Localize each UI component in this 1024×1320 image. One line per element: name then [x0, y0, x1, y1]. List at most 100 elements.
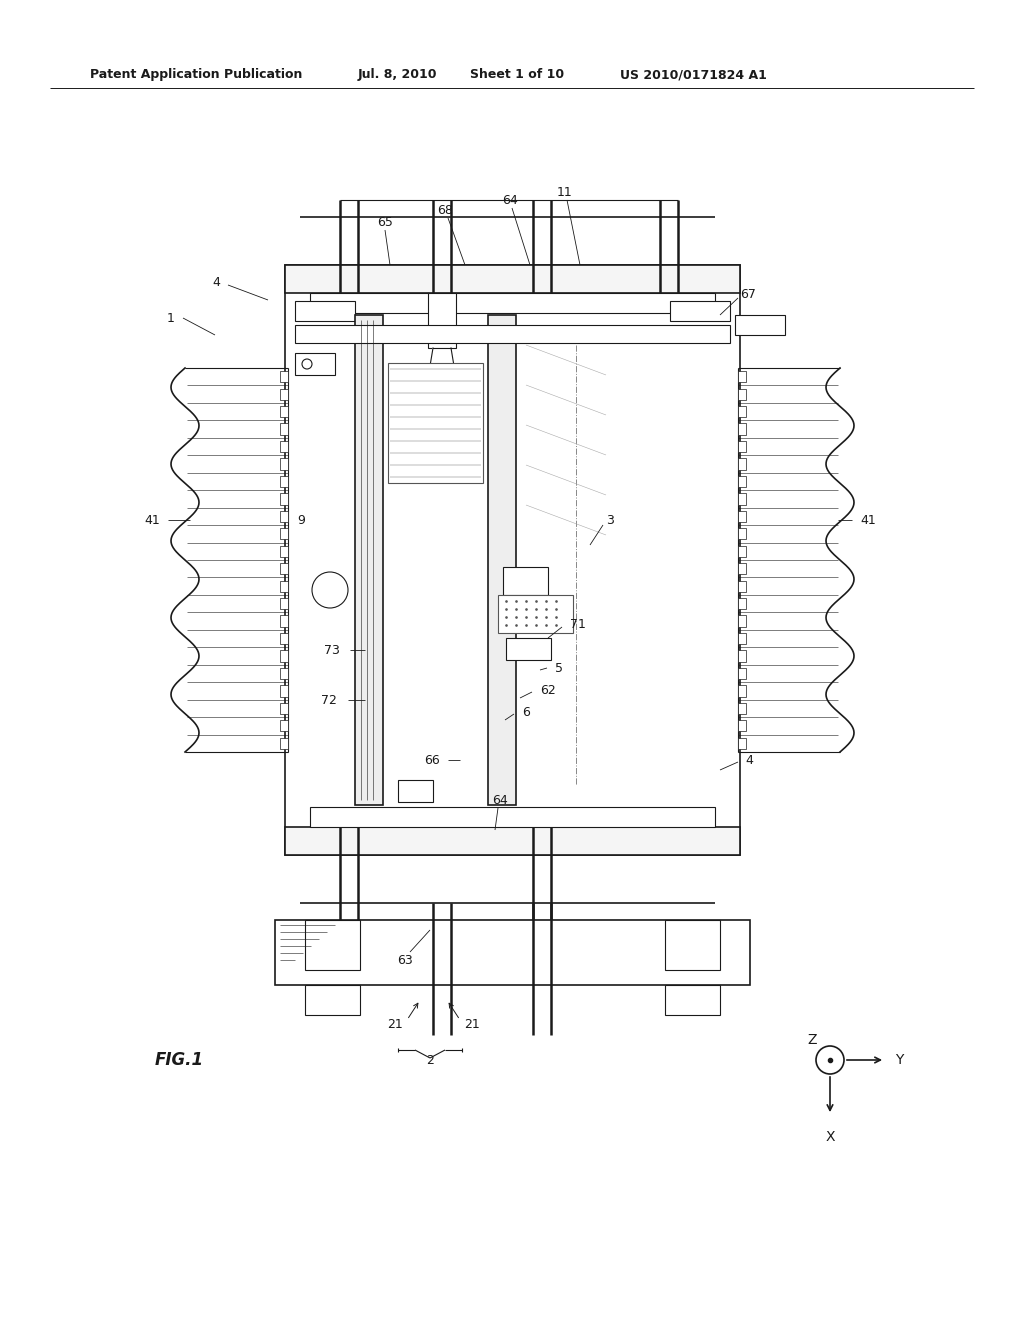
Bar	[738, 511, 746, 521]
Bar	[280, 564, 288, 574]
Bar	[503, 568, 548, 595]
Text: 65: 65	[377, 215, 393, 228]
Bar	[310, 293, 715, 313]
Bar	[295, 325, 730, 343]
Text: 41: 41	[144, 513, 160, 527]
Bar	[310, 807, 715, 828]
Bar	[498, 595, 573, 634]
Bar	[305, 985, 360, 1015]
Bar	[280, 494, 288, 504]
Text: 1: 1	[167, 312, 175, 325]
Bar	[738, 581, 746, 591]
Text: 41: 41	[860, 513, 876, 527]
Bar	[280, 668, 288, 678]
Bar	[295, 352, 335, 375]
Text: 21: 21	[464, 1019, 480, 1031]
Text: 64: 64	[502, 194, 518, 206]
Text: 5: 5	[555, 661, 563, 675]
Text: Patent Application Publication: Patent Application Publication	[90, 69, 302, 81]
Text: 63: 63	[397, 953, 413, 966]
Bar	[285, 828, 740, 855]
Bar	[738, 475, 746, 487]
Bar	[280, 615, 288, 627]
Bar	[738, 424, 746, 434]
Bar	[280, 371, 288, 383]
Polygon shape	[430, 348, 454, 366]
Text: 71: 71	[570, 619, 586, 631]
Bar	[738, 738, 746, 748]
Text: 64: 64	[493, 793, 508, 807]
Text: Jul. 8, 2010: Jul. 8, 2010	[358, 69, 437, 81]
Bar	[670, 301, 730, 321]
Text: Sheet 1 of 10: Sheet 1 of 10	[470, 69, 564, 81]
Bar	[280, 458, 288, 470]
Text: 3: 3	[606, 513, 614, 527]
Bar	[665, 985, 720, 1015]
Text: 72: 72	[322, 693, 337, 706]
Text: 68: 68	[437, 203, 453, 216]
Bar	[738, 441, 746, 453]
Bar	[738, 528, 746, 540]
Bar	[506, 638, 551, 660]
Bar	[738, 702, 746, 714]
Text: 62: 62	[540, 684, 556, 697]
Bar	[280, 475, 288, 487]
Bar	[305, 920, 360, 970]
Bar	[428, 293, 456, 348]
Bar	[738, 564, 746, 574]
Bar	[738, 615, 746, 627]
Text: 4: 4	[212, 276, 220, 289]
Bar	[738, 685, 746, 697]
Bar	[738, 721, 746, 731]
Bar	[280, 738, 288, 748]
Bar	[275, 920, 750, 985]
Bar	[738, 651, 746, 661]
Bar	[738, 598, 746, 610]
Text: 21: 21	[387, 1019, 402, 1031]
Text: US 2010/0171824 A1: US 2010/0171824 A1	[620, 69, 767, 81]
Bar	[280, 598, 288, 610]
Bar	[735, 315, 785, 335]
Bar	[280, 441, 288, 453]
Bar	[280, 651, 288, 661]
Bar	[738, 388, 746, 400]
Bar	[280, 581, 288, 591]
Text: 6: 6	[522, 705, 529, 718]
Bar	[285, 265, 740, 855]
Bar	[280, 702, 288, 714]
Text: 11: 11	[557, 186, 572, 198]
Bar	[665, 920, 720, 970]
Bar	[280, 721, 288, 731]
Bar	[738, 371, 746, 383]
Bar	[738, 632, 746, 644]
Text: Z: Z	[807, 1034, 817, 1047]
Bar	[285, 265, 740, 293]
Text: 9: 9	[297, 513, 305, 527]
Text: FIG.1: FIG.1	[155, 1051, 204, 1069]
Bar	[280, 511, 288, 521]
Bar	[738, 545, 746, 557]
Text: Y: Y	[895, 1053, 903, 1067]
Text: 66: 66	[424, 754, 440, 767]
Bar	[355, 315, 383, 805]
Bar	[280, 545, 288, 557]
Text: 4: 4	[745, 754, 753, 767]
Bar	[295, 301, 355, 321]
Bar	[738, 494, 746, 504]
Bar	[738, 407, 746, 417]
Bar	[738, 668, 746, 678]
Bar	[738, 458, 746, 470]
Bar	[280, 407, 288, 417]
Bar	[388, 363, 483, 483]
Bar	[488, 315, 516, 805]
Text: X: X	[825, 1130, 835, 1144]
Bar	[280, 528, 288, 540]
Bar	[280, 685, 288, 697]
Bar	[280, 424, 288, 434]
Text: 73: 73	[325, 644, 340, 656]
Text: 67: 67	[740, 289, 756, 301]
Text: 2: 2	[426, 1053, 434, 1067]
Bar	[280, 388, 288, 400]
Bar	[280, 632, 288, 644]
Bar	[398, 780, 433, 803]
